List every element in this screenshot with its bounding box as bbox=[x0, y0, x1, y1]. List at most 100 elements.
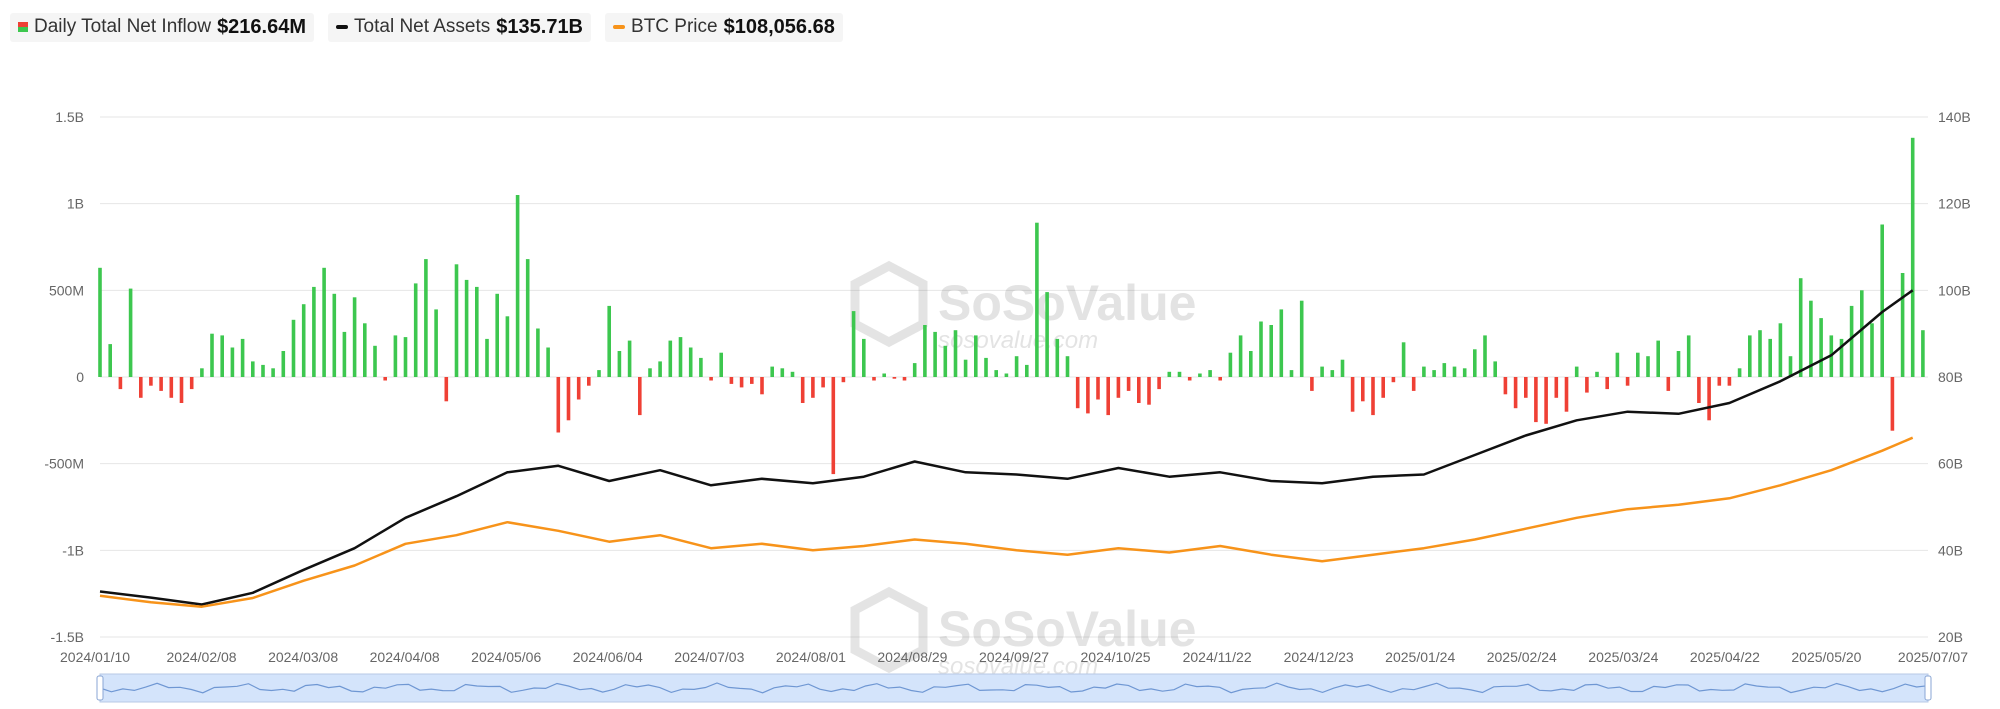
inflow-bar bbox=[668, 340, 673, 377]
legend-assets-label: Total Net Assets bbox=[354, 16, 491, 37]
legend-item-inflow[interactable]: Daily Total Net Inflow $216.64M bbox=[10, 12, 315, 42]
inflow-bar bbox=[1809, 300, 1813, 377]
inflow-bar bbox=[1218, 377, 1222, 381]
inflow-bar bbox=[505, 316, 510, 377]
navigator-left-handle[interactable] bbox=[96, 675, 104, 701]
inflow-bar bbox=[800, 377, 805, 403]
inflow-bar bbox=[159, 377, 163, 391]
inflow-bar bbox=[933, 331, 937, 377]
inflow-bar bbox=[464, 279, 469, 377]
inflow-bar bbox=[923, 325, 927, 377]
inflow-bar bbox=[1167, 371, 1172, 377]
inflow-bar bbox=[1004, 373, 1009, 377]
x-tick-label: 2024/07/03 bbox=[674, 649, 744, 665]
inflow-bar bbox=[515, 195, 520, 377]
y-left-tick-label: -1B bbox=[62, 542, 84, 558]
inflow-bar bbox=[495, 293, 499, 377]
inflow-bar bbox=[342, 331, 347, 377]
inflow-bar bbox=[1014, 356, 1019, 377]
inflow-bar bbox=[1910, 137, 1915, 377]
inflow-bar bbox=[780, 368, 785, 377]
inflow-bar bbox=[546, 347, 550, 377]
x-tick-label: 2025/02/24 bbox=[1487, 649, 1557, 665]
inflow-bar bbox=[719, 352, 723, 377]
legend-item-assets[interactable]: Total Net Assets $135.71B bbox=[328, 12, 592, 42]
inflow-bars bbox=[98, 137, 1925, 475]
inflow-bar bbox=[1768, 338, 1772, 377]
navigator-right-handle[interactable] bbox=[1924, 675, 1932, 701]
inflow-bar bbox=[1462, 368, 1467, 377]
range-navigator[interactable] bbox=[96, 673, 1932, 703]
legend: Daily Total Net Inflow $216.64M Total Ne… bbox=[10, 12, 843, 42]
inflow-bar bbox=[1442, 363, 1447, 377]
inflow-bar bbox=[963, 359, 968, 377]
inflow-bar bbox=[953, 330, 958, 377]
inflow-bar bbox=[912, 363, 917, 377]
inflow-bar bbox=[1534, 377, 1538, 423]
total-net-assets-line bbox=[99, 289, 1914, 606]
inflow-bar bbox=[1340, 359, 1345, 377]
inflow-bar bbox=[760, 377, 764, 395]
inflow-bar bbox=[699, 357, 703, 377]
inflow-bar bbox=[1839, 338, 1844, 377]
inflow-bar bbox=[709, 377, 713, 381]
inflow-bar bbox=[851, 311, 856, 377]
navigator-line bbox=[99, 682, 1929, 694]
navigator-track[interactable] bbox=[99, 673, 1929, 703]
inflow-bar bbox=[312, 286, 316, 377]
legend-price-label: BTC Price bbox=[631, 16, 718, 37]
inflow-bar bbox=[1299, 300, 1304, 377]
inflow-bar bbox=[1452, 366, 1457, 377]
inflow-bar bbox=[434, 309, 438, 377]
sosovalue-logo-icon bbox=[850, 260, 928, 348]
inflow-bar bbox=[1035, 222, 1039, 377]
y-axis-right: 140B 120B 100B 80B 60B 40B 20B bbox=[1938, 109, 1971, 645]
legend-assets-value: $135.71B bbox=[496, 15, 584, 38]
y-right-tick-label: 80B bbox=[1938, 369, 1963, 385]
inflow-bar bbox=[556, 377, 561, 433]
inflow-bar bbox=[1574, 366, 1579, 377]
inflow-bar bbox=[943, 345, 948, 377]
inflow-bar bbox=[1798, 278, 1803, 377]
inflow-bar bbox=[1401, 342, 1406, 377]
inflow-bar bbox=[1921, 330, 1925, 377]
x-tick-label: 2025/07/07 bbox=[1898, 649, 1968, 665]
inflow-bar bbox=[1208, 370, 1212, 377]
inflow-bar bbox=[261, 364, 265, 377]
inflow-bar bbox=[1371, 377, 1375, 416]
inflow-bar bbox=[841, 377, 846, 383]
inflow-bar bbox=[1727, 377, 1732, 386]
inflow-bar bbox=[892, 377, 897, 379]
inflow-bar bbox=[454, 264, 459, 377]
inflow-bar bbox=[1126, 377, 1131, 391]
inflow-bar bbox=[1269, 325, 1273, 377]
inflow-bar bbox=[1422, 366, 1426, 377]
inflow-bar bbox=[1707, 377, 1711, 421]
inflow-bar bbox=[149, 377, 153, 386]
inflow-bar bbox=[607, 305, 611, 377]
y-right-tick-label: 140B bbox=[1938, 109, 1971, 125]
inflow-bar bbox=[230, 347, 235, 377]
legend-inflow-value: $216.64M bbox=[217, 15, 307, 38]
inflow-bar bbox=[1686, 335, 1691, 377]
inflow-bar bbox=[118, 377, 123, 390]
sosovalue-logo-icon bbox=[850, 586, 928, 674]
inflow-bar bbox=[1595, 371, 1599, 377]
inflow-bar bbox=[281, 351, 286, 377]
inflow-bar bbox=[1065, 356, 1070, 377]
x-tick-label: 2025/01/24 bbox=[1385, 649, 1455, 665]
inflow-bar bbox=[291, 319, 296, 377]
inflow-bar bbox=[1096, 377, 1100, 400]
inflow-bar bbox=[1330, 370, 1335, 377]
inflow-bar bbox=[750, 377, 754, 384]
inflow-bar bbox=[1524, 377, 1528, 398]
x-tick-label: 2025/05/20 bbox=[1791, 649, 1861, 665]
legend-item-price[interactable]: BTC Price $108,056.68 bbox=[605, 12, 843, 42]
inflow-bar bbox=[536, 328, 540, 377]
inflow-bar bbox=[566, 377, 571, 421]
watermark-brand: SoSoValue bbox=[938, 601, 1196, 657]
price-line-icon bbox=[613, 25, 626, 29]
inflow-bar bbox=[352, 297, 357, 377]
inflow-bar bbox=[1249, 351, 1253, 377]
